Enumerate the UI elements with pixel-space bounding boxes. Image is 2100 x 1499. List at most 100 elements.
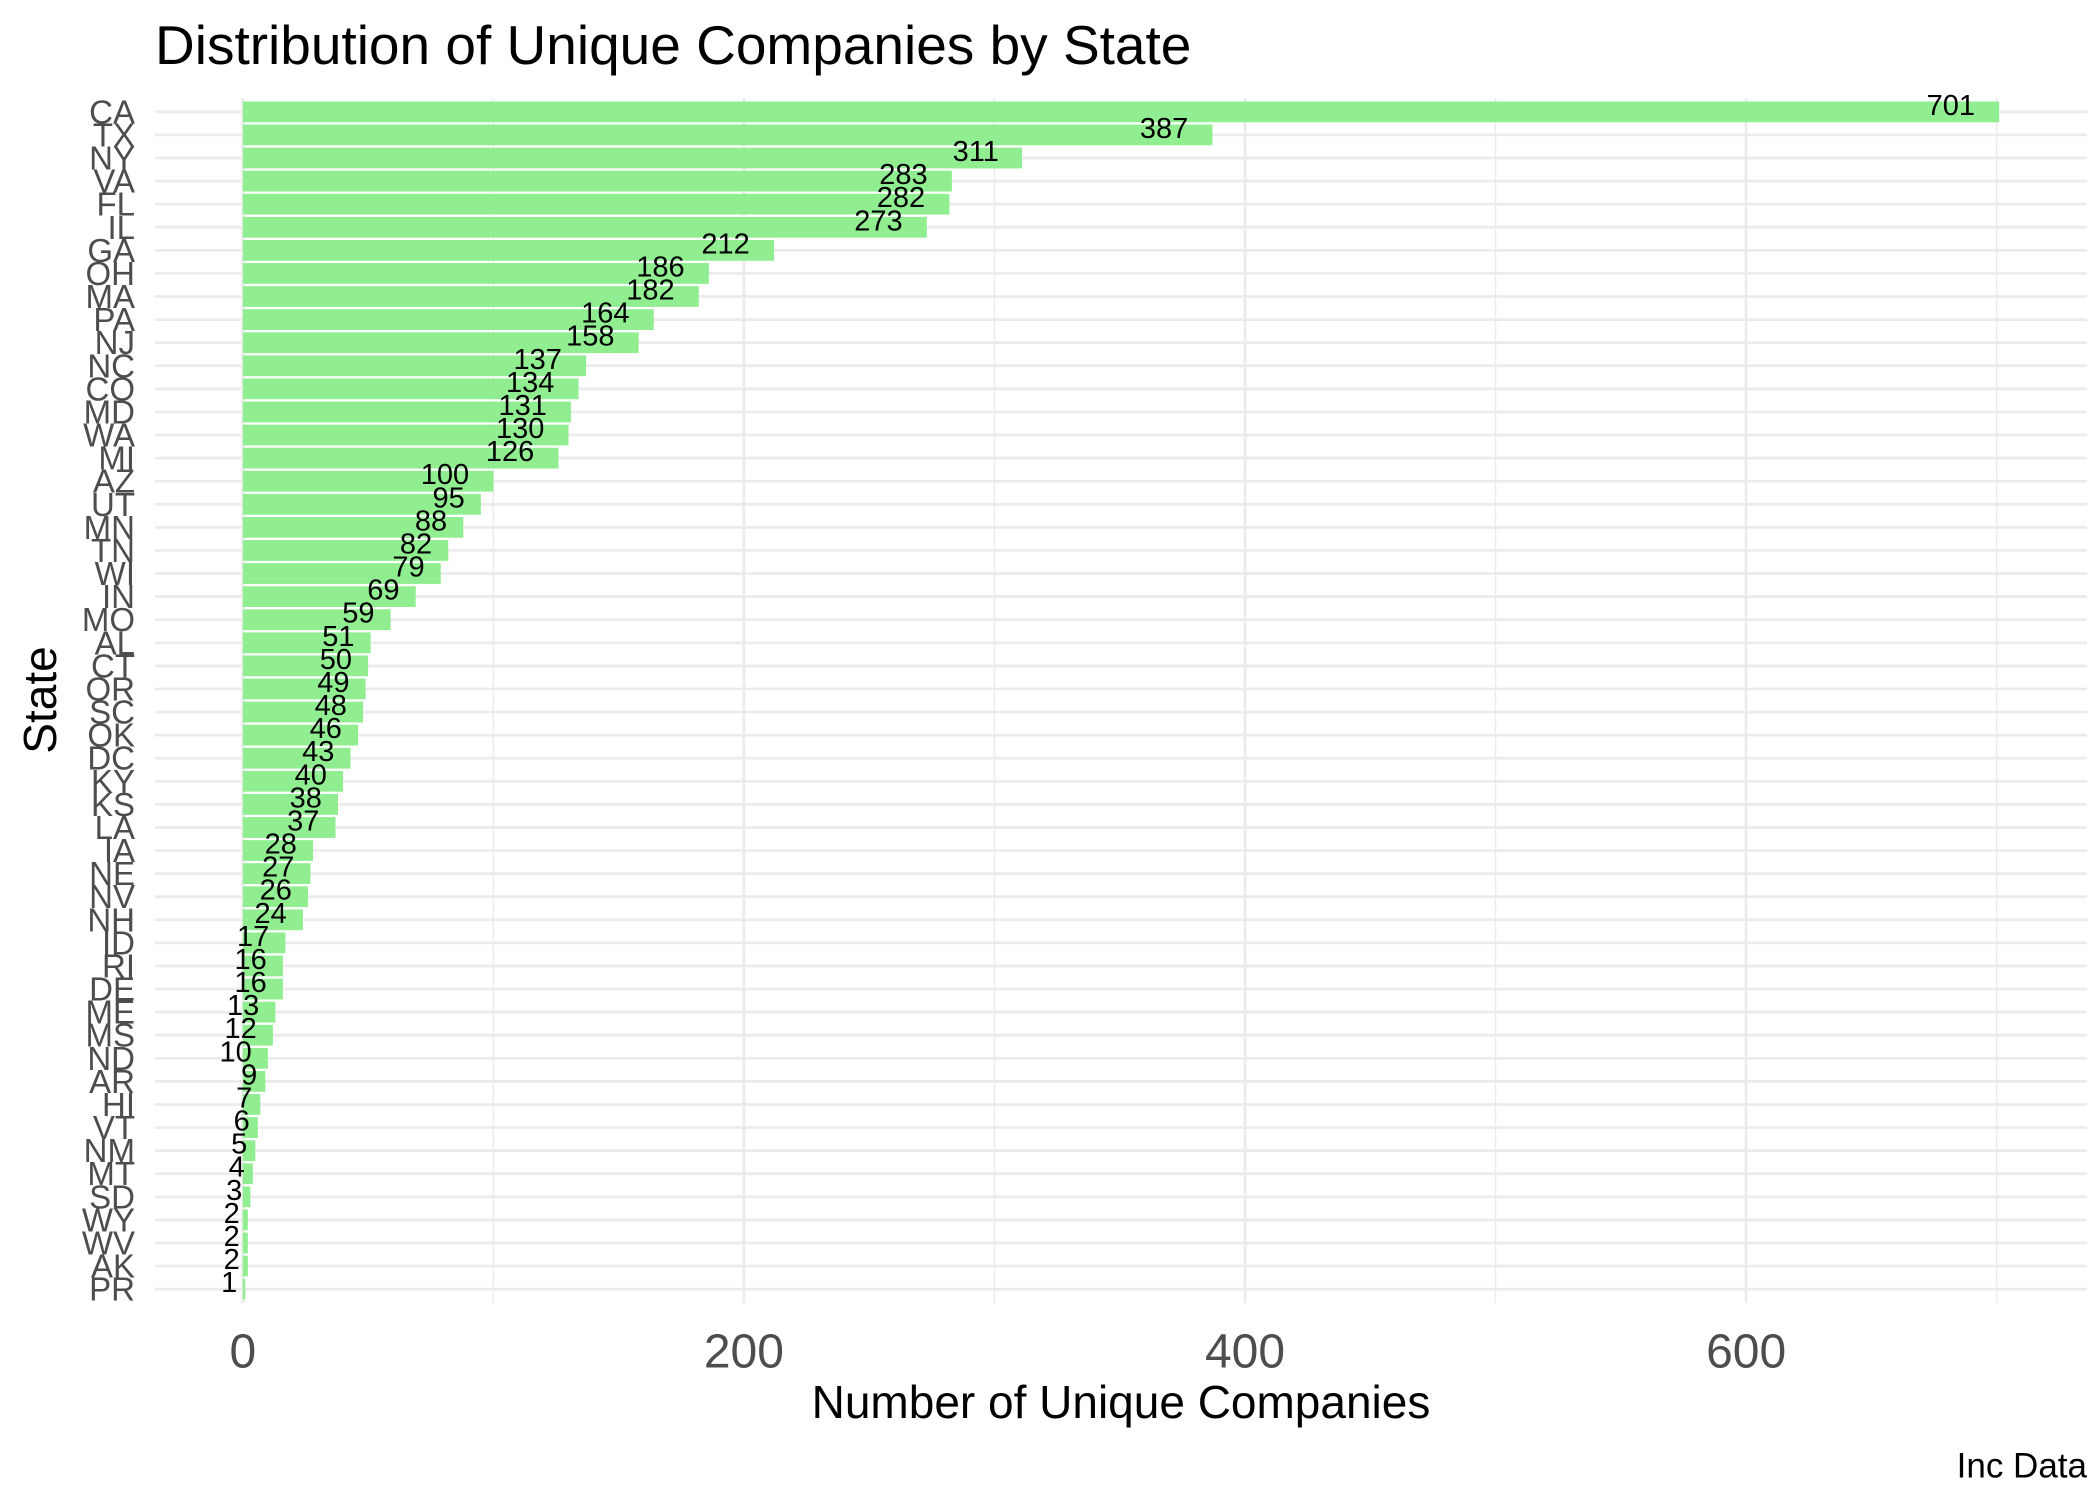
x-tick-label-600: 600	[1706, 1326, 1786, 1379]
y-axis-title: State	[14, 646, 66, 753]
bar-tn	[242, 540, 449, 561]
bar-nj	[242, 332, 639, 354]
bar-nm	[242, 1140, 256, 1162]
y-tick-label-ky: KY	[91, 763, 135, 800]
y-tick-label-wy: WY	[82, 1201, 135, 1238]
y-tick-label-id: ID	[102, 924, 135, 961]
bar-mn	[242, 516, 464, 538]
bar-value-label-dc: 43	[302, 736, 334, 768]
bar-ms	[242, 1024, 273, 1046]
bar-va	[242, 170, 952, 192]
bar-il	[242, 216, 927, 238]
bar-value-label-ok: 46	[310, 713, 342, 745]
y-tick-label-nm: NM	[84, 1132, 135, 1169]
bar-value-label-oh: 186	[636, 251, 684, 283]
bar-wa	[242, 424, 569, 446]
bar-value-label-vt: 6	[234, 1106, 250, 1138]
bar-value-label-ms: 12	[224, 1013, 256, 1045]
bar-value-labels: 7013873112832822732121861821641581371341…	[219, 90, 1975, 1299]
y-tick-label-la: LA	[95, 809, 135, 846]
y-tick-label-nj: NJ	[95, 324, 135, 361]
bar-value-label-ma: 182	[626, 275, 674, 307]
bar-value-label-ca: 701	[1927, 90, 1975, 122]
y-tick-label-me: ME	[86, 994, 136, 1031]
bar-nv	[242, 886, 308, 908]
bar-value-label-fl: 282	[877, 182, 925, 214]
bar-sc	[242, 701, 364, 723]
y-tick-label-mi: MI	[98, 440, 135, 477]
bar-value-label-ar: 9	[241, 1059, 257, 1091]
bar-mi	[242, 447, 559, 469]
y-tick-label-mo: MO	[82, 601, 135, 638]
bar-la	[242, 817, 336, 838]
y-tick-label-nh: NH	[87, 901, 135, 938]
bar-fl	[242, 193, 950, 215]
bar-value-label-az: 100	[421, 459, 469, 491]
y-tick-label-al: AL	[95, 624, 135, 661]
bar-wv	[242, 1232, 248, 1254]
bar-tx	[242, 124, 1213, 146]
bar-value-label-ne: 27	[262, 852, 294, 884]
y-tick-label-mn: MN	[84, 509, 135, 546]
bar-ny	[242, 147, 1023, 169]
y-tick-label-fl: FL	[96, 186, 135, 223]
bar-pa	[242, 309, 654, 330]
y-tick-label-ms: MS	[86, 1017, 136, 1054]
x-axis-tick-labels: 0 200 400 600	[229, 1326, 1786, 1379]
y-tick-label-dc: DC	[87, 740, 135, 777]
bar-ky	[242, 770, 344, 792]
bar-ut	[242, 493, 481, 515]
y-tick-label-ri: RI	[102, 947, 135, 984]
bar-value-label-ri: 16	[235, 944, 267, 976]
bar-value-label-nd: 10	[219, 1036, 251, 1068]
bar-value-label-nh: 24	[255, 898, 287, 930]
bar-nh	[242, 909, 303, 931]
y-tick-label-sc: SC	[89, 694, 135, 731]
y-axis-tick-labels: CATXNYVAFLILGAOHMAPANJNCCOMDWAMIAZUTMNTN…	[82, 93, 135, 1307]
bar-ak	[242, 1255, 248, 1277]
bar-value-label-al: 51	[322, 621, 354, 653]
bar-value-label-tn: 82	[400, 528, 432, 560]
bar-value-label-tx: 387	[1140, 113, 1188, 145]
bar-me	[242, 1001, 276, 1023]
bar-value-label-me: 13	[227, 990, 259, 1022]
bar-value-label-sd: 3	[226, 1175, 242, 1207]
x-tick-label-400: 400	[1205, 1326, 1285, 1379]
bar-ga	[242, 239, 774, 261]
bar-value-label-il: 273	[854, 205, 902, 237]
y-tick-label-sd: SD	[89, 1178, 135, 1215]
y-tick-label-ks: KS	[91, 786, 135, 823]
y-tick-label-il: IL	[107, 209, 135, 246]
bar-ia	[242, 840, 313, 861]
y-tick-label-ut: UT	[91, 486, 135, 523]
x-axis-title: Number of Unique Companies	[812, 1376, 1431, 1428]
bar-value-label-mo: 59	[342, 598, 374, 630]
y-tick-label-tn: TN	[91, 532, 135, 569]
bar-value-label-or: 49	[317, 667, 349, 699]
y-tick-label-ne: NE	[89, 855, 135, 892]
y-tick-label-ny: NY	[89, 140, 135, 177]
bar-ct	[242, 655, 369, 677]
y-tick-label-wv: WV	[82, 1224, 135, 1261]
bar-mt	[242, 1163, 253, 1185]
y-tick-label-ca: CA	[89, 93, 135, 130]
bar-value-label-ut: 95	[432, 482, 464, 514]
bar-ri	[242, 955, 283, 977]
bar-value-label-wv: 2	[224, 1221, 240, 1253]
bar-value-label-nm: 5	[231, 1129, 247, 1161]
bar-value-label-co: 134	[506, 367, 554, 399]
bar-value-label-id: 17	[237, 921, 269, 953]
bar-value-label-wy: 2	[224, 1198, 240, 1230]
bar-wy	[242, 1209, 248, 1231]
bar-ks	[242, 793, 339, 815]
y-tick-label-md: MD	[84, 393, 135, 430]
bar-value-label-in: 69	[367, 575, 399, 607]
bar-nd	[242, 1047, 268, 1069]
bar-az	[242, 470, 494, 492]
bar-wi	[242, 563, 441, 584]
y-tick-label-or: OR	[86, 670, 136, 707]
bar-value-label-mn: 88	[415, 505, 447, 537]
bars	[242, 101, 2000, 1300]
bar-de	[242, 978, 283, 1000]
